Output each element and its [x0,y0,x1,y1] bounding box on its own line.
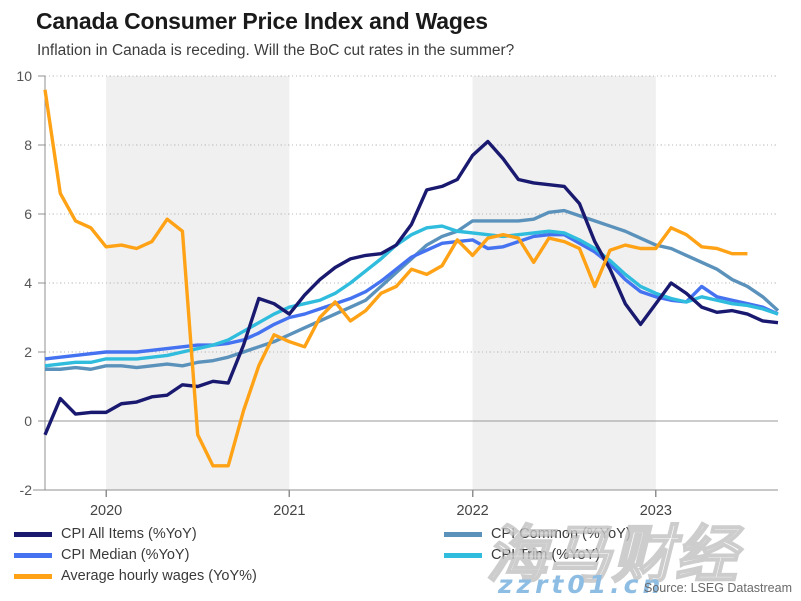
legend-right: CPI Common (%YoY) CPI Trim (%YoY) [444,524,631,566]
legend-label: CPI Median (%YoY) [61,546,190,563]
series-line-cpi-all-items-yoy [43,139,779,436]
chart-subtitle: Inflation in Canada is receding. Will th… [37,42,515,59]
x-tick-label-2021: 2021 [273,503,305,519]
legend-label: CPI Trim (%YoY) [491,546,601,563]
source-note: Source: LSEG Datastream [644,581,792,595]
legend-item-cpi-median-yoy[interactable]: CPI Median (%YoY) [14,545,257,565]
legend-swatch-icon [444,552,482,558]
y-tick-label-0: 0 [24,413,32,429]
y-axis-ticks: -2 0 2 4 6 8 10 [16,68,45,498]
data-series [43,89,780,468]
legend-label: CPI All Items (%YoY) [61,525,197,542]
y-tick-label--2: -2 [20,482,33,498]
chart-title: Canada Consumer Price Index and Wages [36,8,488,34]
y-tick-label-10: 10 [16,68,32,84]
legend-item-cpi-common-yoy[interactable]: CPI Common (%YoY) [444,524,631,544]
legend-left: CPI All Items (%YoY) CPI Median (%YoY) Ave… [14,524,257,587]
legend-swatch-icon [14,573,52,579]
x-tick-label-2023: 2023 [640,503,672,519]
x-axis-ticks: 2020 2021 2022 2023 [90,490,672,519]
legend-swatch-icon [444,531,482,537]
y-tick-label-8: 8 [24,137,32,153]
legend-label: Average hourly wages (YoY%) [61,567,257,584]
legend-item-cpi-trim-yoy[interactable]: CPI Trim (%YoY) [444,545,631,565]
legend-label: CPI Common (%YoY) [491,525,631,542]
series-line-cpi-trim-yoy [44,224,779,368]
y-tick-label-6: 6 [24,206,32,222]
legend-swatch-icon [14,531,52,537]
series-line-cpi-median-yoy [44,232,779,361]
x-tick-label-2022: 2022 [456,503,488,519]
legend-item-cpi-all-items-yoy[interactable]: CPI All Items (%YoY) [14,524,257,544]
series-line-average-hourly-wages-yoy [43,89,748,468]
legend-swatch-icon [14,552,52,558]
y-tick-label-4: 4 [24,275,32,291]
x-tick-label-2020: 2020 [90,503,122,519]
y-tick-label-2: 2 [24,344,32,360]
legend-item-average-hourly-wages-yoy[interactable]: Average hourly wages (YoY%) [14,566,257,586]
